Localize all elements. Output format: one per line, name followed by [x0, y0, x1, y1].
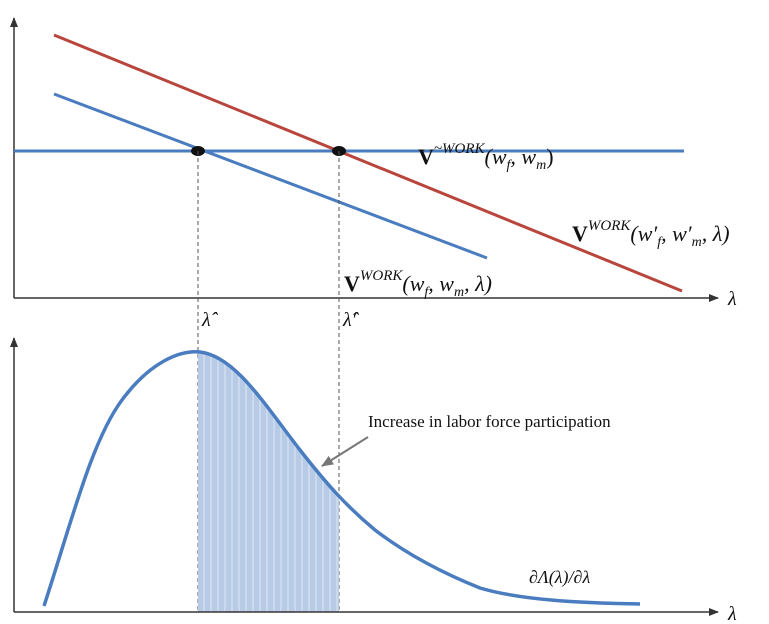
v-nowork-label: V~WORK(wf, wm): [418, 141, 554, 173]
top-panel: λ V~WORK(wf, wm) VWORK(w′f, w′m, λ) VWOR…: [10, 17, 737, 310]
participation-increase-stripes: [203, 354, 338, 612]
annotation-arrow: [321, 436, 369, 467]
lambda-hat-prime-label: λ̂′: [342, 309, 360, 331]
density-curve: [42, 350, 641, 607]
participation-increase-area: [198, 351, 339, 612]
density-label: ∂Λ(λ)/∂λ: [529, 567, 590, 588]
lambda-hat-label: λ̂: [201, 309, 219, 331]
top-x-axis-label: λ: [727, 288, 737, 310]
v-work-label: VWORK(wf, wm, λ): [344, 268, 492, 300]
v-work-prime-label: VWORK(w′f, w′m, λ): [572, 218, 730, 250]
bottom-panel: λ Increase in labor force participation …: [10, 337, 737, 624]
v-work-line: [53, 92, 488, 260]
v-work-prime-line: [53, 33, 683, 293]
participation-annotation: Increase in labor force participation: [368, 412, 611, 431]
bottom-x-axis-label: λ: [727, 603, 737, 624]
